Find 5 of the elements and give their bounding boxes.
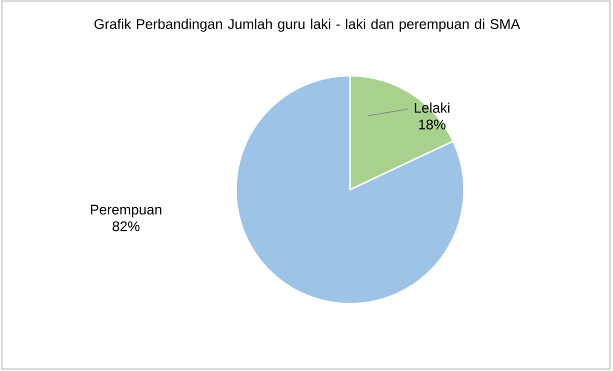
slice-label: Perempuan: [90, 204, 162, 218]
slice-label: Lelaki: [414, 102, 450, 113]
chart-title: Grafik Perbandingan Jumlah guru laki - laki dan perempuan di SMA: [94, 18, 520, 32]
data-label: 18%: [419, 120, 446, 130]
data-label: 82%: [112, 221, 140, 232]
